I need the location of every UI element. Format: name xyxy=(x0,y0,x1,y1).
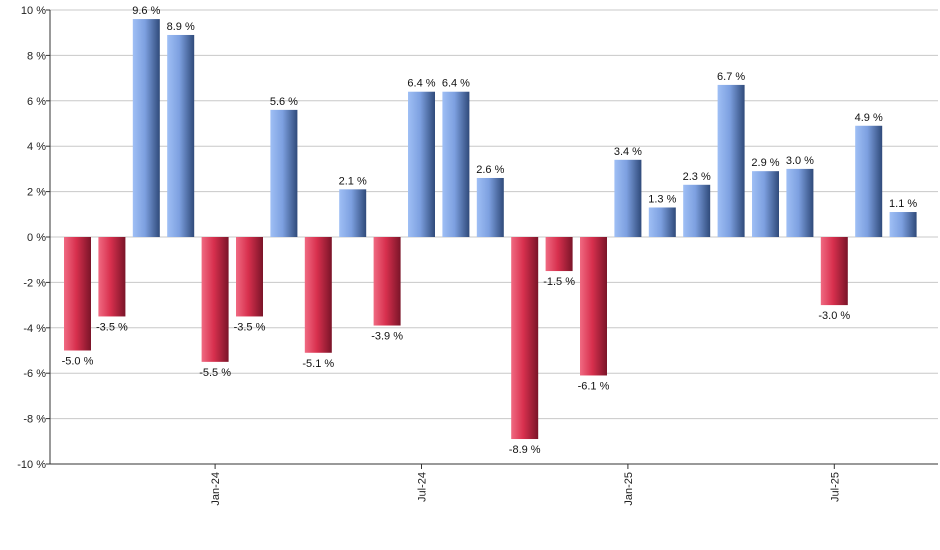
bar xyxy=(648,207,676,237)
data-label: -6.1 % xyxy=(578,380,610,392)
bar xyxy=(511,237,539,440)
bar xyxy=(373,237,401,326)
data-label: 1.3 % xyxy=(648,193,676,205)
data-label: 6.7 % xyxy=(717,71,745,83)
bar xyxy=(614,159,642,237)
bar xyxy=(752,171,779,237)
data-label: 1.1 % xyxy=(889,198,917,210)
bar xyxy=(132,19,160,237)
y-tick-label: 2 % xyxy=(27,187,46,199)
bar xyxy=(442,91,470,237)
data-label: 2.3 % xyxy=(683,171,711,183)
data-label: -5.1 % xyxy=(302,358,334,370)
bar xyxy=(64,237,91,351)
data-label: 8.9 % xyxy=(167,21,195,33)
data-label: 3.4 % xyxy=(614,146,642,158)
bar xyxy=(476,177,504,237)
bars xyxy=(64,19,917,440)
x-tick-label: Jan-25 xyxy=(623,472,635,506)
data-label: 2.9 % xyxy=(751,157,779,169)
data-label: 2.1 % xyxy=(339,175,367,187)
bar xyxy=(167,34,195,237)
y-tick-label: -6 % xyxy=(23,368,46,380)
y-tick-label: 10 % xyxy=(21,5,46,17)
y-tick-label: 6 % xyxy=(27,96,46,108)
data-label: -3.5 % xyxy=(96,321,128,333)
axes: 10 % 8 % 6 % 4 % 2 % 0 % -2 % -4 % -6 % -8 % -10 %… xyxy=(17,5,938,506)
y-tick-label: -10 % xyxy=(17,459,46,471)
data-label: 9.6 % xyxy=(132,5,160,17)
bar xyxy=(717,84,745,237)
data-label: 6.4 % xyxy=(407,78,435,90)
data-label: 3.0 % xyxy=(786,155,814,167)
data-label: -5.0 % xyxy=(62,356,94,368)
data-label: -5.5 % xyxy=(199,367,231,379)
y-tick-label: 4 % xyxy=(27,141,46,153)
bar xyxy=(339,189,367,237)
bar xyxy=(408,91,435,237)
data-label: -3.0 % xyxy=(818,310,850,322)
data-label: 2.6 % xyxy=(476,164,504,176)
bar xyxy=(236,237,263,317)
x-tick-label: Jan-24 xyxy=(210,472,222,506)
x-tick-label: Jul-25 xyxy=(829,472,841,502)
x-tick-label: Jul-24 xyxy=(417,472,429,502)
bar xyxy=(545,237,573,272)
bar xyxy=(889,212,917,237)
data-label: -3.9 % xyxy=(371,331,403,343)
bar xyxy=(786,168,814,237)
y-tick-label: 8 % xyxy=(27,50,46,62)
data-label: -8.9 % xyxy=(509,444,541,456)
bar xyxy=(270,109,298,237)
y-tick-label: -2 % xyxy=(23,277,46,289)
y-tick-label: 0 % xyxy=(27,232,46,244)
data-label: 4.9 % xyxy=(855,112,883,124)
y-tick-label: -8 % xyxy=(23,414,46,426)
bar xyxy=(98,237,126,317)
bar xyxy=(683,184,711,237)
y-tick-label: -4 % xyxy=(23,323,46,335)
bar xyxy=(820,237,848,306)
bar xyxy=(304,237,332,353)
data-label: 6.4 % xyxy=(442,78,470,90)
bar xyxy=(580,237,607,376)
bar xyxy=(855,125,883,237)
data-label: -1.5 % xyxy=(543,276,575,288)
data-label: 5.6 % xyxy=(270,96,298,108)
data-label: -3.5 % xyxy=(234,321,266,333)
data-labels: -5.0 % -3.5 % 9.6 % 8.9 % -5.5 % -3.5 % 5.6 % -… xyxy=(62,5,918,456)
bar xyxy=(201,237,229,362)
